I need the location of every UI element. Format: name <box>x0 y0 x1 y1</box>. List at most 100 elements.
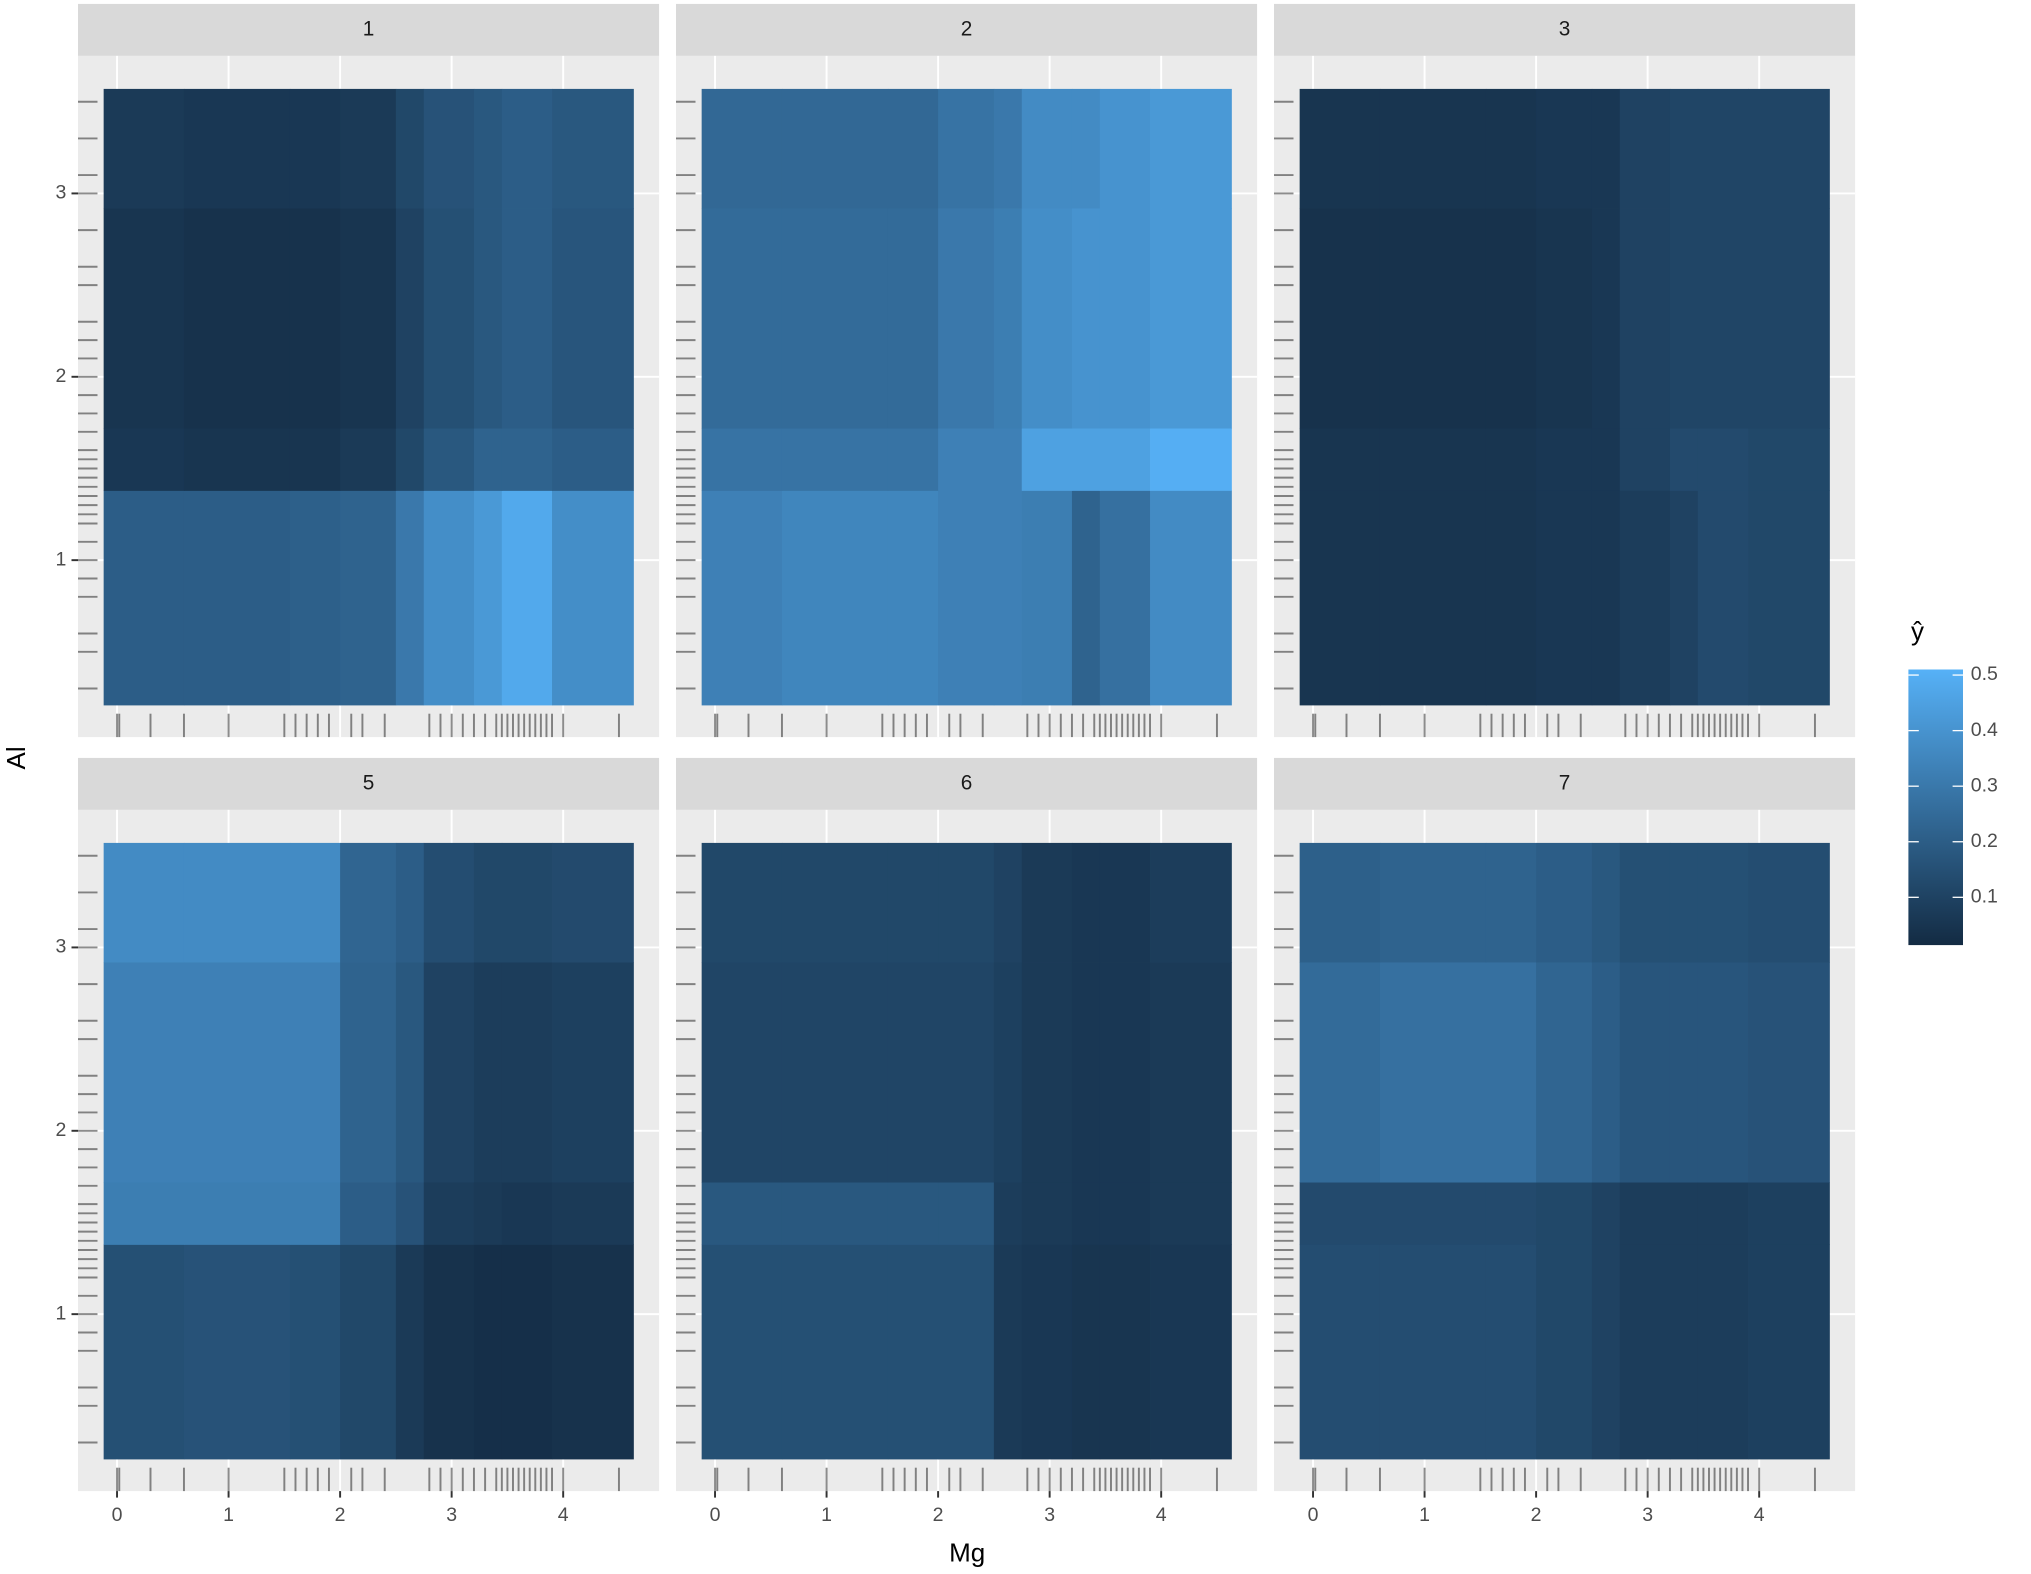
heat-tile <box>701 428 783 491</box>
heat-tile <box>103 842 185 963</box>
heat-tile <box>938 428 995 491</box>
heat-tile <box>1299 208 1381 429</box>
y-tick-label: 3 <box>55 182 66 204</box>
strip <box>676 757 1258 810</box>
heat-tile <box>289 842 341 963</box>
heat-tile <box>1669 208 1699 429</box>
heat-tile <box>1536 1244 1593 1460</box>
x-tick-label: 2 <box>335 1504 346 1526</box>
heat-tile <box>1669 1244 1699 1460</box>
heat-tile <box>938 490 995 706</box>
heat-tile <box>289 490 341 706</box>
heat-tile <box>993 962 1023 1183</box>
heat-tile <box>1150 490 1232 706</box>
colorbar <box>1908 669 1963 946</box>
heat-tile <box>552 208 634 429</box>
strip <box>78 757 660 810</box>
heat-tile <box>183 1182 291 1245</box>
legend-label: 0.3 <box>1971 774 1998 796</box>
heat-tile <box>423 1182 475 1245</box>
y-tick-label: 3 <box>55 936 66 958</box>
heat-tile <box>1021 962 1073 1183</box>
heat-tile <box>1379 490 1487 706</box>
x-axis-title: Mg <box>949 1538 985 1568</box>
heat-tile <box>1021 1182 1073 1245</box>
heat-tile <box>1099 842 1151 963</box>
heat-tile <box>1150 1244 1232 1460</box>
heat-tile <box>340 490 397 706</box>
heat-tile <box>552 1244 634 1460</box>
heat-tile <box>473 88 503 209</box>
heat-tile <box>1099 428 1151 491</box>
heat-tile <box>1591 962 1621 1183</box>
heat-tile <box>183 1244 291 1460</box>
heat-tile <box>1669 1182 1699 1245</box>
heat-tile <box>887 208 939 429</box>
heat-tile <box>1379 428 1487 491</box>
x-tick-label: 0 <box>112 1504 123 1526</box>
heat-tile <box>1591 1244 1621 1460</box>
heat-tile <box>423 962 475 1183</box>
heat-tile <box>1697 962 1749 1183</box>
plot-area: Mg Al ŷ 1 1 2 3 2 3 5 1 2 3 0 1 2 3 4 6 0 1 2 3 4 7 0 1 2 3 4 0.1 0.… <box>1 3 1998 1568</box>
x-tick-label: 3 <box>1642 1504 1653 1526</box>
x-tick-label: 1 <box>1419 1504 1430 1526</box>
heat-tile <box>1071 962 1101 1183</box>
heat-tile <box>701 962 783 1183</box>
heat-tile <box>1485 428 1537 491</box>
heat-tile <box>395 1182 425 1245</box>
heat-tile <box>340 1244 397 1460</box>
heat-tile <box>1071 842 1101 963</box>
heat-tile <box>1669 962 1699 1183</box>
heat-tile <box>501 962 553 1183</box>
heat-tile <box>340 88 397 209</box>
heat-tile <box>1021 842 1073 963</box>
heat-tile <box>887 490 939 706</box>
heat-tile <box>1697 490 1749 706</box>
heat-tile <box>289 1182 341 1245</box>
heat-tile <box>1299 842 1381 963</box>
heat-tile <box>993 208 1023 429</box>
heat-tile <box>1150 842 1232 963</box>
legend-label: 0.5 <box>1971 663 1998 685</box>
heat-tile <box>340 208 397 429</box>
y-tick-label: 2 <box>55 1119 66 1141</box>
heat-tile <box>395 88 425 209</box>
heat-tile <box>1150 962 1232 1183</box>
heat-tile <box>701 208 783 429</box>
heat-tile <box>1697 428 1749 491</box>
heat-tile <box>1021 1244 1073 1460</box>
x-tick-label: 4 <box>1754 1504 1765 1526</box>
heat-tile <box>993 428 1023 491</box>
strip <box>78 3 660 56</box>
heat-tile <box>103 962 185 1183</box>
heat-tile <box>395 490 425 706</box>
heat-tile <box>938 962 995 1183</box>
x-tick-label: 1 <box>223 1504 234 1526</box>
heat-tile <box>423 1244 475 1460</box>
strip-label: 6 <box>961 771 973 794</box>
heat-tile <box>1619 208 1671 429</box>
heat-tile <box>993 1244 1023 1460</box>
heat-tile <box>423 428 475 491</box>
heat-tile <box>993 842 1023 963</box>
heat-tile <box>1748 962 1830 1183</box>
heat-tile <box>1021 88 1073 209</box>
heat-tile <box>289 208 341 429</box>
heat-tile <box>1697 1182 1749 1245</box>
heat-tile <box>1619 88 1671 209</box>
heat-tile <box>781 842 889 963</box>
heat-tile <box>993 88 1023 209</box>
heat-tile <box>552 962 634 1183</box>
heat-tile <box>1697 88 1749 209</box>
heat-tile <box>1591 1182 1621 1245</box>
heat-tile <box>887 842 939 963</box>
heat-tile <box>473 428 503 491</box>
heat-tile <box>887 88 939 209</box>
heat-tile <box>473 1244 503 1460</box>
heat-tile <box>340 428 397 491</box>
heat-tile <box>887 1244 939 1460</box>
heat-tile <box>103 490 185 706</box>
heat-tile <box>289 88 341 209</box>
heat-tile <box>1748 88 1830 209</box>
